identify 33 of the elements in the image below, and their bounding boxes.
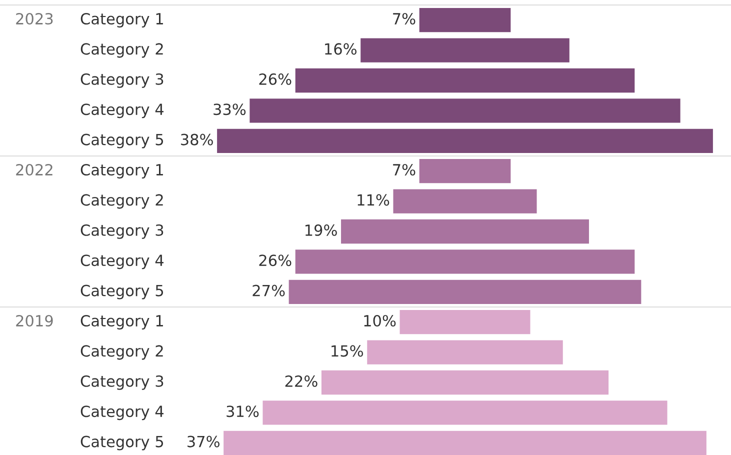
data-label: 15% [332, 345, 364, 357]
category-label: Category 1 [80, 164, 163, 178]
category-label: Category 4 [80, 104, 164, 118]
category-label: Category 4 [80, 254, 164, 270]
category-label: Category 2 [80, 345, 163, 360]
category-label: Category 1 [80, 12, 163, 28]
data-label: 33% [214, 104, 246, 116]
data-label: 26% [259, 73, 292, 85]
data-label: 27% [252, 284, 285, 296]
data-label: 16% [325, 43, 356, 55]
category-label: Category 1 [80, 314, 163, 330]
text: 2022 [16, 164, 52, 176]
data-label: 26% [259, 254, 292, 266]
data-label: 11% [358, 194, 390, 206]
data-label: 31% [226, 406, 259, 418]
category-label: Category 3 [80, 73, 164, 88]
category-label: Category 5 [80, 284, 164, 300]
text: 2019 [16, 314, 53, 327]
data-label: 38% [180, 134, 213, 146]
data-label: 37% [188, 436, 220, 448]
category-label: Category 4 [80, 406, 164, 420]
category-label: Category 5 [80, 134, 164, 148]
data-label: 19% [305, 224, 337, 236]
category-label: Category 5 [80, 436, 164, 450]
data-label: 10% [364, 314, 396, 327]
data-label: 22% [285, 375, 318, 387]
data-label: 7% [393, 12, 416, 25]
category-label: Category 2 [80, 194, 163, 209]
category-label: Category 2 [80, 43, 163, 58]
text: 2023 [16, 12, 53, 25]
data-label: 7% [393, 164, 416, 176]
category-label: Category 3 [80, 224, 164, 239]
category-label: Category 3 [80, 375, 164, 390]
